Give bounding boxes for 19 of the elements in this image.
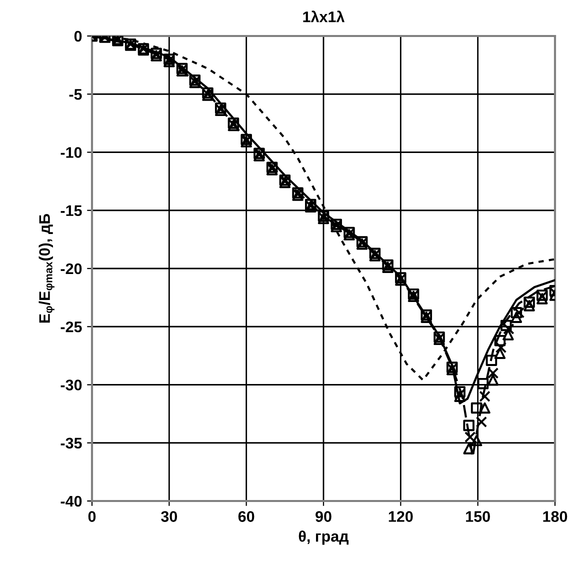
y-tick-label: -10	[60, 147, 82, 158]
y-tick-label: 0	[74, 30, 82, 42]
x-axis-title: θ, град	[298, 530, 349, 545]
x-tick-label: 60	[238, 511, 254, 522]
chart-title: 1λx1λ	[303, 10, 345, 22]
x-tick-label: 120	[388, 511, 413, 522]
x-tick-label: 150	[466, 511, 490, 522]
y-tick-label: -5	[69, 89, 82, 100]
y-axis-title: E$_{φ}$/E$_{φmax}$(0), дБ	[38, 214, 54, 323]
x-tick-label: 90	[316, 511, 332, 522]
y-tick-label: -40	[60, 496, 82, 507]
x-tick-label: 30	[161, 511, 178, 522]
y-tick-label: -30	[60, 380, 82, 390]
x-tick-label: 0	[88, 511, 96, 522]
y-tick-label: -25	[60, 321, 82, 332]
x-tick-label: 180	[543, 511, 568, 522]
y-tick-label: -20	[60, 263, 82, 274]
y-tick-label: -15	[60, 205, 82, 216]
y-tick-label: -35	[60, 438, 82, 449]
